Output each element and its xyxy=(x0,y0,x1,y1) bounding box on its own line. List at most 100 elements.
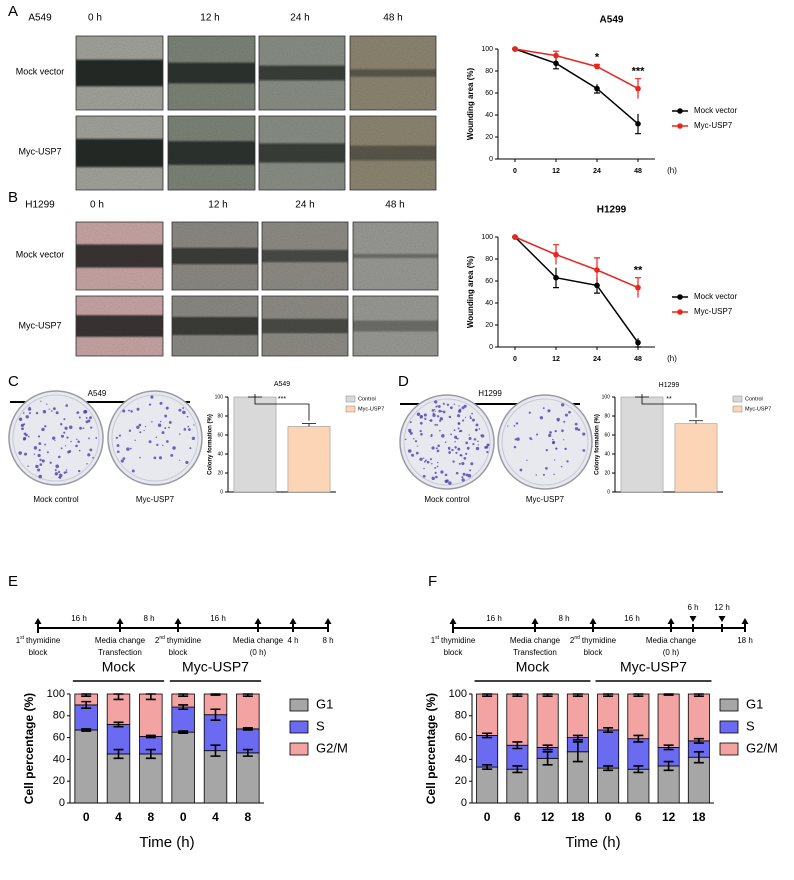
time-header: 0 h xyxy=(88,13,102,24)
colony xyxy=(78,416,81,419)
error-bar xyxy=(242,726,253,731)
colony xyxy=(564,447,567,451)
error-bar xyxy=(542,744,553,751)
x-tick-label: 6 xyxy=(635,810,642,824)
colony xyxy=(449,406,453,410)
colony xyxy=(60,447,63,450)
colony xyxy=(458,462,461,465)
colony xyxy=(35,411,39,415)
error-bar xyxy=(663,760,674,772)
error-bar xyxy=(663,693,674,696)
error-bar xyxy=(603,726,614,733)
colony xyxy=(574,422,578,426)
colony xyxy=(178,408,182,412)
colony xyxy=(461,461,465,466)
colony xyxy=(545,448,548,452)
colony xyxy=(153,456,157,460)
colony xyxy=(75,444,78,448)
x-tick-label: 24 xyxy=(593,356,601,363)
x-tick-label: 0 xyxy=(513,356,517,363)
colony xyxy=(54,439,56,442)
colony xyxy=(182,407,185,409)
colony xyxy=(413,437,415,440)
data-point xyxy=(553,274,559,281)
interval-label: 16 h xyxy=(486,614,502,623)
event-text: 12 h xyxy=(714,603,730,612)
colony xyxy=(424,417,427,421)
colony xyxy=(415,451,419,455)
colony xyxy=(436,465,439,468)
x-tick-label: 8 xyxy=(244,810,251,824)
colony xyxy=(423,460,426,463)
error-bar xyxy=(178,693,189,697)
colony xyxy=(416,412,421,416)
colony xyxy=(89,448,93,452)
panel-label: A xyxy=(8,3,18,20)
colony xyxy=(469,417,472,420)
colony xyxy=(516,437,520,441)
colony xyxy=(188,428,191,431)
plate-label: Mock control xyxy=(424,495,470,504)
y-tick-label: 80 xyxy=(485,256,493,263)
micrograph-texture xyxy=(353,222,438,290)
colony xyxy=(446,403,450,406)
bar-segment xyxy=(236,752,260,804)
colony xyxy=(464,416,467,418)
event-label: 2nd thymidine xyxy=(155,635,202,645)
chart-title: H1299 xyxy=(659,382,680,389)
colony xyxy=(434,471,437,475)
error-bar xyxy=(693,737,704,744)
colony xyxy=(22,437,26,441)
interval-label: 16 h xyxy=(624,614,640,623)
bar-segment xyxy=(597,693,620,731)
colony xyxy=(52,407,56,411)
colony xyxy=(168,426,170,429)
colony xyxy=(459,429,463,433)
colony xyxy=(20,423,25,428)
colony xyxy=(564,413,568,417)
bar-segment xyxy=(106,753,131,804)
series-line xyxy=(514,48,639,125)
colony xyxy=(473,438,477,441)
y-tick-label: 20 xyxy=(217,470,223,476)
plate-rim xyxy=(111,394,199,482)
y-tick-label: 100 xyxy=(481,234,493,241)
colony xyxy=(41,427,45,432)
y-tick-label: 20 xyxy=(455,775,467,787)
event-marker xyxy=(289,618,297,624)
colony xyxy=(50,410,53,412)
y-tick-label: 100 xyxy=(215,394,224,400)
event-marker xyxy=(254,618,262,624)
colony xyxy=(22,412,25,414)
y-tick-label: 60 xyxy=(485,90,493,97)
error-bar xyxy=(689,420,703,424)
y-tick-label: 40 xyxy=(53,753,65,765)
event-label: Media change xyxy=(95,636,146,645)
chart-title: A549 xyxy=(600,15,624,26)
x-tick-label: 48 xyxy=(634,356,642,363)
colony xyxy=(18,451,22,455)
colony xyxy=(46,403,48,405)
bar-segment xyxy=(597,729,620,769)
colony xyxy=(82,427,85,430)
colony xyxy=(458,405,460,407)
time-header: 12 h xyxy=(208,200,227,211)
colony xyxy=(63,431,66,434)
legend-marker xyxy=(677,108,683,114)
y-tick-label: 80 xyxy=(217,413,223,419)
bar-segment xyxy=(597,767,620,804)
colony xyxy=(433,408,436,411)
bar-segment xyxy=(203,750,228,804)
error-bar xyxy=(663,744,674,751)
event-text: Media change xyxy=(233,636,284,645)
error-bar xyxy=(145,748,156,760)
colony xyxy=(552,441,555,445)
error-bar xyxy=(178,730,189,735)
event-text: 6 h xyxy=(687,603,698,612)
error-bar xyxy=(145,734,156,739)
colony xyxy=(466,446,470,450)
colony xyxy=(54,472,59,476)
colony xyxy=(65,404,69,407)
colony xyxy=(535,474,537,476)
event-label-line2: Transfection xyxy=(513,648,557,657)
